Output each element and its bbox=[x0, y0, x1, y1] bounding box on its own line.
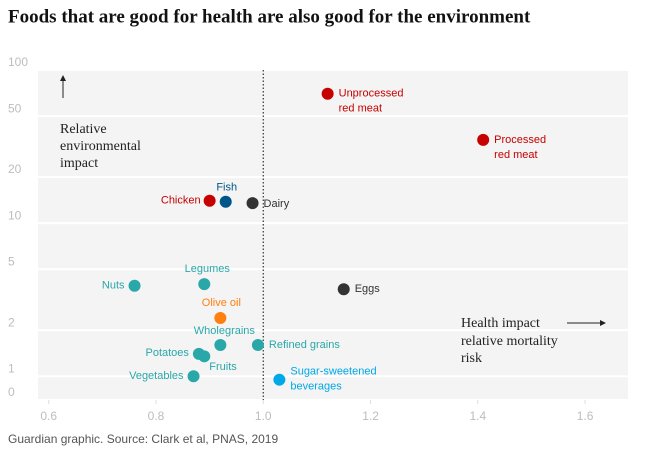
point bbox=[477, 133, 490, 146]
y-arrow-head bbox=[60, 75, 66, 81]
x-tick-label: 1.4 bbox=[469, 409, 486, 423]
point-label: Fish bbox=[216, 182, 237, 194]
source: Guardian graphic. Source: Clark et al, P… bbox=[8, 432, 278, 446]
point-label: Processed red meat bbox=[494, 134, 546, 161]
x-arrow-head bbox=[600, 320, 606, 326]
x-tick-label: 1.0 bbox=[255, 409, 272, 423]
x-axis-label: relative mortality risk bbox=[461, 334, 558, 366]
x-tick-label: 1.2 bbox=[362, 409, 379, 423]
point bbox=[203, 194, 216, 207]
point-label: Eggs bbox=[355, 283, 381, 295]
point bbox=[198, 350, 211, 363]
point bbox=[273, 373, 286, 386]
point-label: Nuts bbox=[102, 280, 125, 292]
point-label: Vegetables bbox=[129, 370, 184, 382]
point bbox=[198, 278, 211, 291]
point bbox=[187, 370, 200, 383]
point bbox=[246, 197, 259, 210]
point-label: Sugar-sweetened beverages bbox=[290, 366, 376, 393]
point-label: Wholegrains bbox=[194, 325, 256, 337]
x-tick-label: 0.6 bbox=[40, 409, 57, 423]
y-axis-label: Relative environmental impact bbox=[60, 122, 141, 171]
point bbox=[337, 283, 350, 296]
point bbox=[219, 195, 232, 208]
point-label: Olive oil bbox=[202, 297, 241, 309]
point-label: Dairy bbox=[264, 198, 290, 210]
x-tick-label: 1.6 bbox=[577, 409, 594, 423]
plot-area: 0 1 2 5 10 20 50 100 0.6 0.8 1.0 1.2 1.4 1.6 Unprocess… bbox=[0, 55, 628, 423]
point-label: Legumes bbox=[185, 263, 231, 275]
point bbox=[214, 312, 227, 325]
point bbox=[128, 279, 141, 292]
chart-title: Foods that are good for health are also … bbox=[8, 6, 531, 27]
point-label: Refined grains bbox=[269, 339, 340, 351]
y-tick-label: 1 bbox=[8, 361, 15, 375]
y-tick-label: 5 bbox=[8, 254, 15, 268]
point-label: Fruits bbox=[209, 361, 237, 373]
point bbox=[214, 339, 227, 352]
x-axis-title: Health impact bbox=[461, 316, 540, 331]
y-tick-label: 2 bbox=[8, 315, 15, 329]
point-label: Potatoes bbox=[145, 347, 189, 359]
point-label: Unprocessed red meat bbox=[339, 88, 404, 115]
point bbox=[251, 339, 264, 352]
y-tick-label: 50 bbox=[8, 101, 22, 115]
y-tick-label: 100 bbox=[8, 55, 28, 69]
y-tick-label: 0 bbox=[8, 385, 15, 399]
point bbox=[321, 87, 334, 100]
point-label: Chicken bbox=[161, 195, 201, 207]
plot-background bbox=[38, 70, 628, 400]
y-tick-label: 10 bbox=[8, 208, 22, 222]
x-tick-label: 0.8 bbox=[148, 409, 165, 423]
y-tick-label: 20 bbox=[8, 162, 22, 176]
